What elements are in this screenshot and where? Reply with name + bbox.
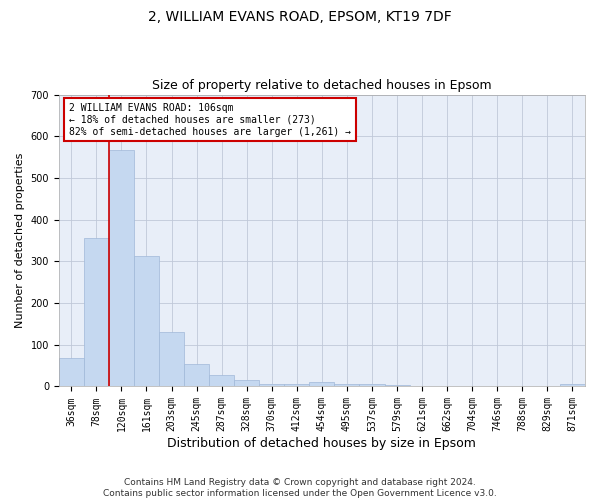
Bar — [334, 384, 359, 386]
Bar — [159, 332, 184, 386]
Bar — [59, 358, 84, 386]
X-axis label: Distribution of detached houses by size in Epsom: Distribution of detached houses by size … — [167, 437, 476, 450]
Bar — [209, 375, 234, 386]
Bar — [284, 384, 310, 386]
Bar — [234, 380, 259, 386]
Text: Contains HM Land Registry data © Crown copyright and database right 2024.
Contai: Contains HM Land Registry data © Crown c… — [103, 478, 497, 498]
Y-axis label: Number of detached properties: Number of detached properties — [15, 153, 25, 328]
Bar — [134, 256, 159, 386]
Text: 2 WILLIAM EVANS ROAD: 106sqm
← 18% of detached houses are smaller (273)
82% of s: 2 WILLIAM EVANS ROAD: 106sqm ← 18% of de… — [70, 104, 352, 136]
Bar — [310, 382, 334, 386]
Title: Size of property relative to detached houses in Epsom: Size of property relative to detached ho… — [152, 79, 492, 92]
Bar — [385, 385, 410, 386]
Bar — [359, 384, 385, 386]
Bar — [259, 384, 284, 386]
Bar — [184, 364, 209, 386]
Bar — [109, 150, 134, 386]
Bar — [560, 384, 585, 386]
Text: 2, WILLIAM EVANS ROAD, EPSOM, KT19 7DF: 2, WILLIAM EVANS ROAD, EPSOM, KT19 7DF — [148, 10, 452, 24]
Bar — [84, 238, 109, 386]
